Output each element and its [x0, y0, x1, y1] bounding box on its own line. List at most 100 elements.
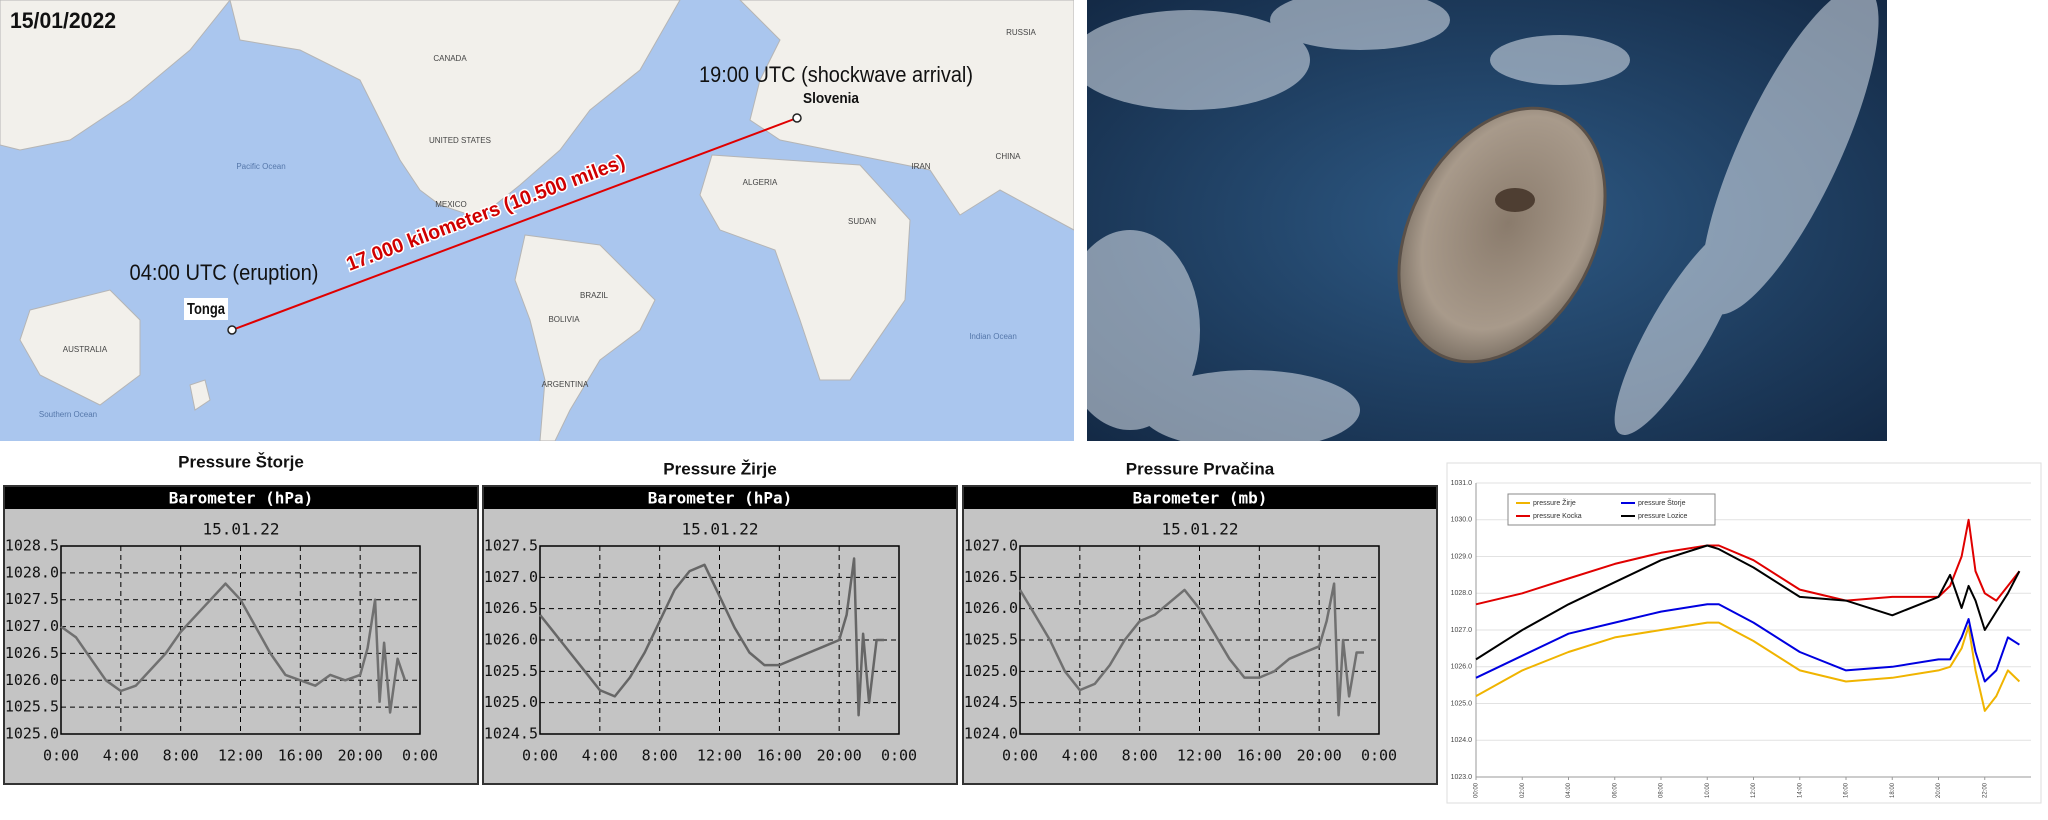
x-tick-label: 0:00 — [881, 747, 917, 765]
y-tick-label: 1031.0 — [1451, 480, 1473, 487]
legend-label: pressure Žirje — [1533, 498, 1576, 507]
slovenia-marker — [792, 113, 802, 123]
pressure-line — [1018, 582, 1364, 717]
land — [0, 0, 1074, 441]
y-tick-label: 1026.5 — [5, 644, 59, 662]
y-tick-label: 1024.0 — [964, 725, 1018, 743]
x-tick-label: 20:00 — [1936, 782, 1942, 798]
chart-title: Pressure Žirje — [663, 459, 776, 478]
place-label: RUSSIA — [1006, 28, 1036, 37]
y-tick-label: 1023.0 — [1451, 774, 1473, 781]
plot-area — [60, 545, 421, 735]
combined-chart: 1023.0 1024.0 1025.0 1026.0 1027.0 1028.0 1029… — [1446, 462, 2042, 804]
x-tick-label: 12:00 — [218, 747, 263, 765]
y-tick-label: 1027.5 — [484, 537, 538, 555]
y-tick-label: 1027.0 — [484, 568, 538, 586]
x-tick-label: 0:00 — [1361, 747, 1397, 765]
x-tick-label: 8:00 — [163, 747, 199, 765]
route — [231, 117, 798, 331]
barometer-chart: Pressure Prvačina Barometer (mb) 15.01.22 1… — [962, 459, 1438, 785]
legend-label: pressure Kocka — [1533, 513, 1582, 520]
y-tick-label: 1025.5 — [964, 631, 1018, 649]
y-tick-label: 1026.5 — [964, 568, 1018, 586]
place-label: SUDAN — [848, 217, 876, 226]
place-label: CHINA — [996, 152, 1022, 161]
y-tick-label: 1025.0 — [484, 693, 538, 711]
chart-title: Pressure Prvačina — [1126, 459, 1275, 478]
x-tick-label: 0:00 — [402, 747, 438, 765]
y-tick-label: 1025.5 — [5, 698, 59, 716]
y-tick-label: 1028.0 — [5, 563, 59, 581]
x-tick-label: 02:00 — [1520, 782, 1526, 798]
y-tick-label: 1027.0 — [1451, 627, 1473, 634]
arrival-label: 19:00 UTC (shockwave arrival) — [699, 62, 973, 87]
pressure-line — [60, 582, 407, 714]
x-tick-label: 0:00 — [1002, 747, 1038, 765]
x-tick-label: 08:00 — [1659, 782, 1665, 798]
y-tick-label: 1025.0 — [964, 662, 1018, 680]
origin-label: Tonga — [187, 301, 225, 318]
series-line — [1475, 603, 2020, 683]
origin-box — [184, 298, 228, 320]
y-tick-label: 1024.5 — [964, 693, 1018, 711]
plot-area — [1019, 545, 1380, 735]
y-tick-label: 1030.0 — [1451, 517, 1473, 524]
x-tick-label: 16:00 — [757, 747, 802, 765]
y-tick-label: 1024.0 — [1451, 737, 1473, 744]
x-tick-label: 18:00 — [1890, 782, 1896, 798]
x-tick-label: 20:00 — [1297, 747, 1342, 765]
x-tick-label: 8:00 — [642, 747, 678, 765]
x-tick-label: 06:00 — [1612, 782, 1618, 798]
x-tick-label: 14:00 — [1797, 782, 1803, 798]
eruption-label: 04:00 UTC (eruption) — [130, 260, 319, 285]
x-tick-label: 16:00 — [278, 747, 323, 765]
pressure-line — [539, 557, 884, 717]
y-tick-label: 1028.0 — [1451, 590, 1473, 597]
y-tick-label: 1026.0 — [484, 631, 538, 649]
chart-subtitle: Barometer (mb) — [1133, 489, 1268, 508]
x-tick-label: 0:00 — [43, 747, 79, 765]
y-tick-label: 1026.5 — [484, 599, 538, 617]
place-label: ARGENTINA — [542, 380, 589, 389]
x-tick-label: 10:00 — [1705, 782, 1711, 798]
map: CANADA UNITED STATES MEXICO BRAZIL BOLIVIA AR… — [0, 0, 1074, 441]
place-label: BRAZIL — [580, 291, 609, 300]
chart-title: Pressure Štorje — [178, 452, 304, 471]
place-label: BOLIVIA — [548, 315, 580, 324]
date-label: 15.01.22 — [1161, 520, 1238, 539]
y-tick-label: 1026.0 — [1451, 664, 1473, 671]
date: 15/01/2022 — [10, 8, 116, 33]
x-tick-label: 0:00 — [522, 747, 558, 765]
x-tick-label: 16:00 — [1844, 782, 1850, 798]
place-label: Pacific Ocean — [236, 162, 285, 171]
x-tick-label: 20:00 — [338, 747, 383, 765]
x-tick-label: 4:00 — [103, 747, 139, 765]
y-tick-label: 1027.0 — [5, 617, 59, 635]
destination-label: Slovenia — [803, 90, 860, 107]
place-label: MEXICO — [435, 200, 467, 209]
chart-subtitle: Barometer (hPa) — [169, 489, 314, 508]
place-label: CANADA — [433, 54, 467, 63]
y-tick-label: 1025.0 — [1451, 700, 1473, 707]
series-line — [1475, 621, 2021, 712]
y-tick-label: 1029.0 — [1451, 553, 1473, 560]
y-tick-label: 1026.0 — [5, 671, 59, 689]
legend-label: pressure Štorje — [1638, 498, 1686, 507]
x-tick-label: 12:00 — [1177, 747, 1222, 765]
x-tick-label: 20:00 — [817, 747, 862, 765]
y-tick-label: 1026.0 — [964, 599, 1018, 617]
date-label: 15.01.22 — [681, 520, 758, 539]
legend-label: pressure Lozice — [1638, 513, 1688, 520]
x-tick-label: 04:00 — [1566, 782, 1572, 798]
y-tick-label: 1028.5 — [5, 537, 59, 555]
x-tick-label: 8:00 — [1122, 747, 1158, 765]
satellite-image — [1087, 0, 1887, 441]
plot-area — [539, 545, 900, 735]
barometer-chart: Pressure Žirje Barometer (hPa) 15.01.22 102… — [482, 459, 958, 785]
place-label: Indian Ocean — [969, 332, 1017, 341]
barometer-chart: Pressure Štorje Barometer (hPa) 15.01.22 10… — [3, 452, 479, 785]
x-tick-label: 12:00 — [697, 747, 742, 765]
place-label: IRAN — [911, 162, 930, 171]
place-label: ALGERIA — [743, 178, 778, 187]
